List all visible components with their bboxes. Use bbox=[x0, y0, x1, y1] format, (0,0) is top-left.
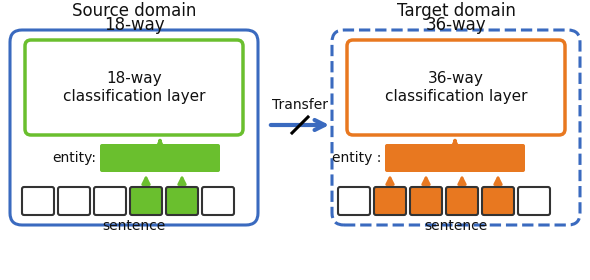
Text: w₃: w₃ bbox=[103, 195, 117, 207]
FancyBboxPatch shape bbox=[518, 187, 550, 215]
Text: w₁: w₁ bbox=[30, 195, 45, 207]
FancyBboxPatch shape bbox=[482, 187, 514, 215]
FancyBboxPatch shape bbox=[94, 187, 126, 215]
Text: Transfer: Transfer bbox=[272, 98, 328, 112]
Text: 36-way: 36-way bbox=[426, 16, 486, 34]
Text: 18-way
classification layer: 18-way classification layer bbox=[63, 71, 205, 104]
FancyBboxPatch shape bbox=[58, 187, 90, 215]
FancyBboxPatch shape bbox=[166, 187, 198, 215]
FancyBboxPatch shape bbox=[25, 40, 243, 135]
Text: w₆: w₆ bbox=[211, 195, 225, 207]
FancyBboxPatch shape bbox=[22, 187, 54, 215]
FancyBboxPatch shape bbox=[130, 187, 162, 215]
FancyBboxPatch shape bbox=[202, 187, 234, 215]
Text: w₂: w₂ bbox=[382, 195, 398, 207]
Text: 36-way
classification layer: 36-way classification layer bbox=[385, 71, 527, 104]
Text: w₄: w₄ bbox=[139, 195, 153, 207]
Text: w₅: w₅ bbox=[175, 195, 189, 207]
Text: w₆: w₆ bbox=[526, 195, 542, 207]
Text: 18-way: 18-way bbox=[104, 16, 164, 34]
Text: w₅: w₅ bbox=[490, 195, 506, 207]
Text: w₁: w₁ bbox=[346, 195, 362, 207]
Text: sentence: sentence bbox=[103, 219, 166, 233]
FancyBboxPatch shape bbox=[410, 187, 442, 215]
Text: Target domain: Target domain bbox=[396, 2, 516, 20]
Text: w₄: w₄ bbox=[454, 195, 470, 207]
FancyBboxPatch shape bbox=[385, 144, 525, 172]
Text: w₂: w₂ bbox=[66, 195, 81, 207]
FancyBboxPatch shape bbox=[100, 144, 220, 172]
Text: sentence: sentence bbox=[424, 219, 487, 233]
FancyBboxPatch shape bbox=[347, 40, 565, 135]
FancyBboxPatch shape bbox=[374, 187, 406, 215]
Text: Source domain: Source domain bbox=[72, 2, 196, 20]
FancyBboxPatch shape bbox=[446, 187, 478, 215]
Text: entity:: entity: bbox=[52, 151, 96, 165]
FancyBboxPatch shape bbox=[338, 187, 370, 215]
Text: w₃: w₃ bbox=[418, 195, 434, 207]
Text: entity :: entity : bbox=[332, 151, 381, 165]
